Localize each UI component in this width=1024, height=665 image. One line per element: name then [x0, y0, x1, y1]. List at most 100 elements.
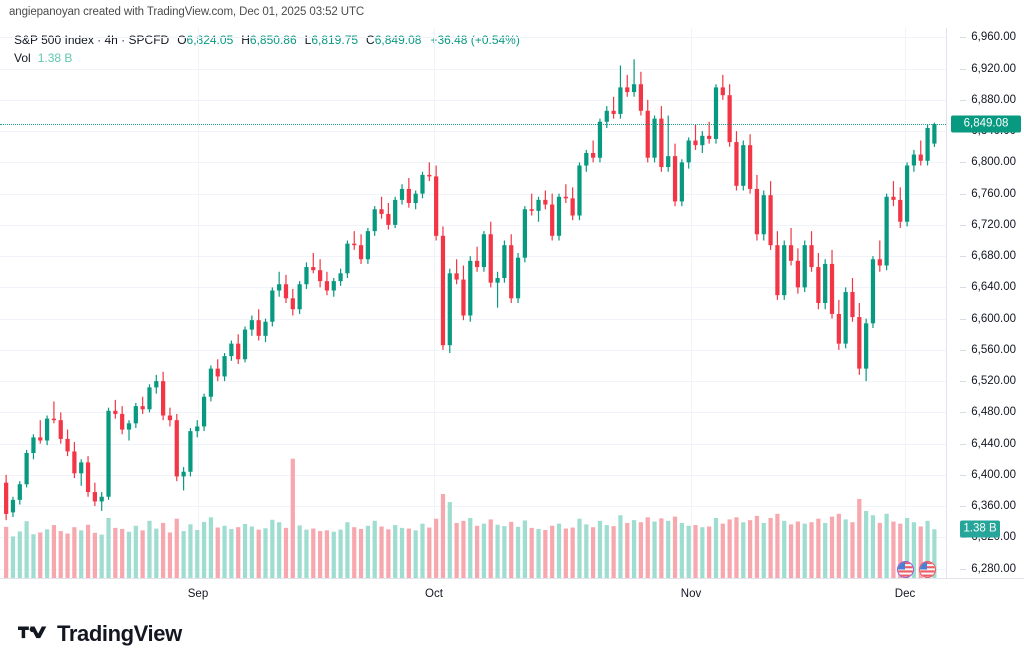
candle-body	[290, 298, 295, 310]
volume-bar	[638, 522, 644, 578]
volume-bar	[495, 524, 500, 578]
candle-body	[434, 176, 439, 236]
volume-bar	[884, 513, 889, 578]
candle-body	[652, 118, 657, 158]
candle-body	[529, 209, 534, 211]
volume-bar	[263, 528, 268, 578]
candle-body	[236, 343, 241, 360]
volume-bar	[536, 528, 541, 578]
volume-bar	[727, 519, 732, 578]
candle-body	[693, 140, 698, 146]
volume-bar	[324, 530, 330, 578]
candle-body	[201, 396, 207, 427]
candle-wick	[667, 115, 669, 172]
candle-body	[174, 420, 179, 477]
price-axis[interactable]: 6,960.006,920.006,880.006,840.006,800.00…	[946, 28, 1024, 578]
candle-body	[509, 245, 514, 299]
volume-bar	[543, 530, 548, 578]
candle-body	[522, 209, 527, 258]
volume-bar	[270, 519, 275, 578]
horizontal-gridline	[0, 443, 946, 445]
current-price-badge[interactable]: 6,849.08	[951, 115, 1021, 133]
tradingview-logo-icon	[18, 626, 47, 639]
horizontal-gridline	[0, 537, 946, 539]
candle-body	[857, 317, 862, 369]
volume-bar	[645, 517, 650, 578]
volume-bar	[864, 510, 869, 578]
vertical-gridline	[905, 28, 906, 578]
close-label: C	[366, 33, 375, 47]
candle-body	[420, 174, 425, 194]
time-tick-label: Dec	[894, 588, 916, 600]
volume-bar	[379, 526, 384, 578]
volume-bar	[10, 536, 16, 578]
volume-bar	[734, 517, 739, 578]
symbol-title[interactable]: S&P 500 Index · 4h · SPCFD	[14, 33, 170, 47]
us-economic-event-marker-1[interactable]	[897, 561, 914, 578]
candle-wick	[476, 246, 478, 272]
volume-bar	[79, 530, 84, 578]
candle-body	[850, 292, 855, 318]
candle-body	[318, 270, 323, 282]
candle-body	[911, 154, 917, 166]
high-label: H	[241, 33, 250, 47]
price-tick-label: 6,400.00	[960, 469, 1016, 481]
price-tick-label: 6,720.00	[960, 219, 1016, 231]
horizontal-gridline	[0, 224, 946, 226]
volume-bar	[188, 524, 193, 578]
volume-value: 1.38 B	[37, 51, 73, 65]
volume-bar	[113, 527, 118, 578]
volume-bar	[242, 524, 248, 578]
candle-body	[918, 154, 923, 161]
time-axis[interactable]: Sep Oct Nov Dec	[0, 578, 1024, 608]
candle-body	[51, 418, 57, 421]
candle-body	[672, 156, 678, 202]
volume-bar	[932, 529, 937, 578]
volume-label[interactable]: Vol	[14, 51, 31, 65]
volume-bar	[468, 518, 473, 578]
horizontal-gridline	[0, 68, 946, 70]
candle-body	[625, 87, 630, 93]
candle-body	[707, 135, 712, 139]
horizontal-gridline	[0, 349, 946, 351]
candle-body	[788, 245, 794, 261]
candle-body	[836, 313, 841, 344]
candle-body	[741, 145, 746, 186]
candle-body	[352, 243, 357, 246]
candle-body	[106, 410, 111, 497]
volume-bar	[652, 521, 657, 578]
tradingview-brand-text: TradingView	[57, 621, 182, 646]
candle-body	[618, 87, 623, 114]
us-economic-event-marker-2[interactable]	[919, 561, 936, 578]
candle-wick	[456, 259, 458, 285]
candle-body	[324, 281, 330, 291]
volume-bar	[713, 518, 719, 578]
candle-body	[181, 471, 186, 477]
volume-bar	[584, 524, 589, 578]
volume-badge[interactable]: 1.38 B	[960, 520, 1000, 538]
candle-body	[85, 462, 91, 493]
candle-body	[393, 199, 398, 225]
chart-plot-area[interactable]	[0, 28, 946, 578]
candle-body	[167, 415, 173, 421]
candle-body	[120, 413, 125, 430]
volume-bar	[4, 526, 9, 578]
candle-body	[161, 381, 166, 416]
candle-body	[79, 462, 84, 474]
volume-bar	[38, 532, 43, 578]
volume-bar	[809, 522, 814, 578]
candle-body	[932, 124, 937, 144]
candle-body	[809, 245, 814, 268]
volume-bar	[331, 531, 336, 578]
candle-body	[17, 484, 22, 500]
volume-bar	[693, 525, 698, 578]
candle-wick	[708, 121, 710, 144]
price-tick-mark	[960, 568, 967, 570]
candle-wick	[39, 420, 41, 444]
candle-wick	[565, 184, 567, 203]
price-tick-mark	[960, 193, 967, 195]
candle-body	[700, 135, 705, 146]
volume-bar	[577, 518, 582, 578]
candle-wick	[312, 253, 314, 274]
